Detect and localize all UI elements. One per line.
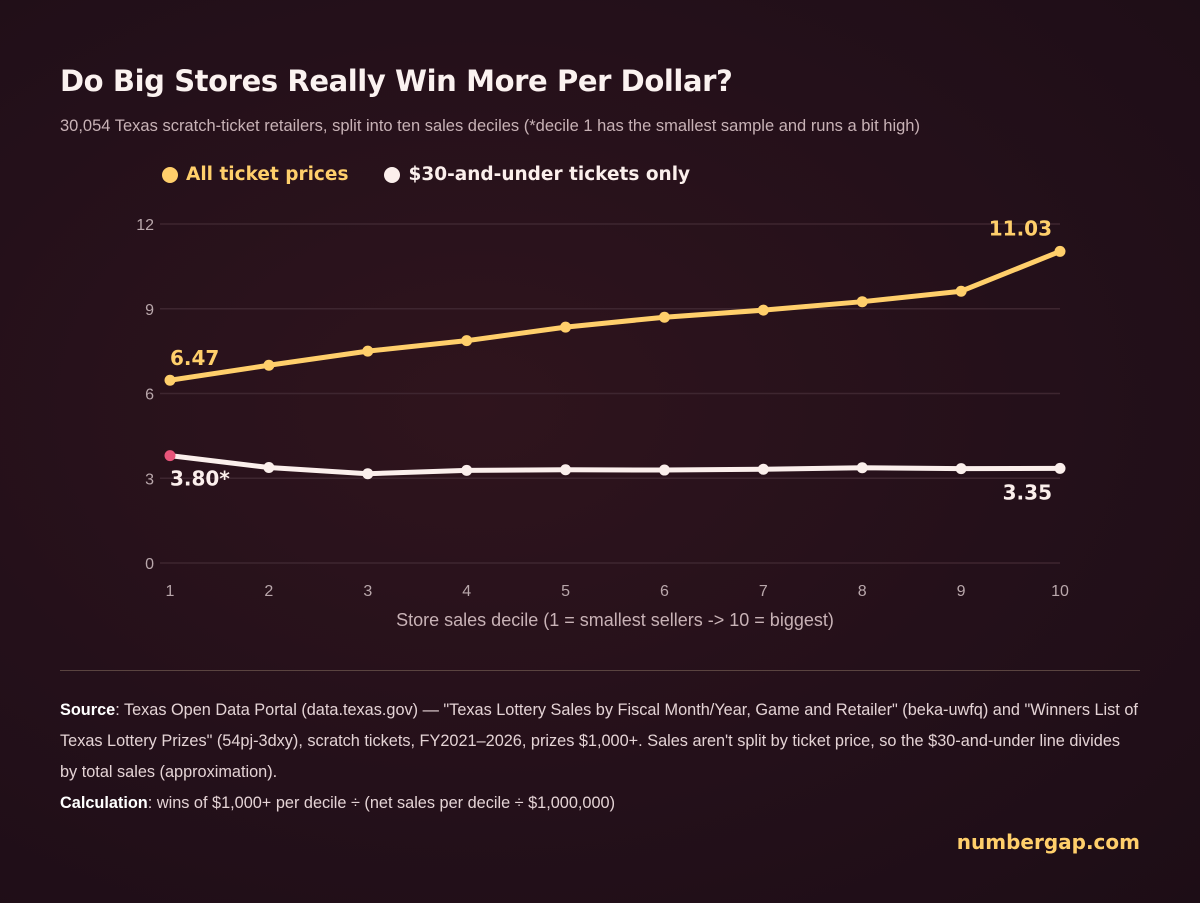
- brand-logo-text: numbergap.com: [956, 830, 1140, 854]
- chart-title: Do Big Stores Really Win More Per Dollar…: [60, 64, 733, 98]
- data-point: [560, 321, 572, 333]
- source-text: : Texas Open Data Portal (data.texas.gov…: [60, 701, 1138, 781]
- footer-divider: [60, 670, 1140, 671]
- legend-swatch-30-and-under: [384, 166, 401, 183]
- data-point: [164, 374, 176, 386]
- x-tick-label: 5: [561, 583, 570, 600]
- data-point: [658, 311, 670, 323]
- y-tick-label: 9: [145, 302, 154, 319]
- x-tick-label: 7: [759, 583, 768, 600]
- x-axis-label: Store sales decile (1 = smallest sellers…: [396, 610, 834, 630]
- calculation-text: : wins of $1,000+ per decile ÷ (net sale…: [147, 794, 616, 812]
- legend: All ticket prices $30-and-under tickets …: [162, 164, 690, 185]
- data-label-30-start: 3.80*: [170, 467, 230, 491]
- data-point: [1054, 462, 1066, 474]
- footer-notes: Source: Texas Open Data Portal (data.tex…: [60, 695, 1140, 819]
- data-point: [856, 296, 868, 308]
- series-line-1: [167, 248, 1063, 383]
- series-line-2: [167, 453, 1063, 477]
- x-tick-label: 10: [1051, 583, 1069, 600]
- y-tick-label: 0: [145, 556, 154, 573]
- data-label-all-start: 6.47: [170, 346, 219, 370]
- legend-label-30-and-under: $30-and-under tickets only: [408, 164, 691, 185]
- data-point: [263, 462, 275, 474]
- y-tick-label: 6: [145, 387, 154, 404]
- calculation-label: Calculation: [60, 794, 148, 812]
- data-point: [757, 463, 769, 475]
- legend-label-all-prices: All ticket prices: [186, 164, 349, 185]
- y-tick-label: 12: [136, 217, 154, 234]
- calculation-note: Calculation: wins of $1,000+ per decile …: [60, 788, 1140, 819]
- data-label-30-end: 3.35: [1003, 480, 1052, 504]
- source-label: Source: [60, 701, 116, 719]
- legend-item-all-prices: All ticket prices: [162, 164, 348, 185]
- x-tick-label: 8: [858, 583, 867, 600]
- chart-subtitle: 30,054 Texas scratch-ticket retailers, s…: [60, 117, 920, 135]
- data-point: [461, 464, 473, 476]
- data-point: [955, 285, 967, 297]
- data-point: [164, 450, 176, 462]
- x-tick-label: 1: [166, 583, 175, 600]
- data-label-all-end: 11.03: [989, 216, 1052, 240]
- x-tick-label: 9: [957, 583, 966, 600]
- data-point: [560, 464, 572, 476]
- x-tick-label: 3: [363, 583, 372, 600]
- data-point: [856, 462, 868, 474]
- data-point: [362, 345, 374, 357]
- legend-swatch-all-prices: [162, 166, 178, 183]
- source-note: Source: Texas Open Data Portal (data.tex…: [60, 695, 1140, 788]
- legend-item-30-and-under: $30-and-under tickets only: [384, 164, 690, 185]
- data-point: [263, 359, 275, 371]
- y-tick-label: 3: [145, 471, 154, 488]
- x-tick-label: 2: [264, 583, 273, 600]
- data-point: [658, 464, 670, 476]
- data-point: [461, 335, 473, 347]
- x-tick-label: 6: [660, 583, 669, 600]
- x-tick-label: 4: [462, 583, 471, 600]
- data-point: [1054, 245, 1066, 257]
- data-point: [955, 463, 967, 475]
- data-point: [757, 304, 769, 316]
- data-point: [362, 468, 374, 480]
